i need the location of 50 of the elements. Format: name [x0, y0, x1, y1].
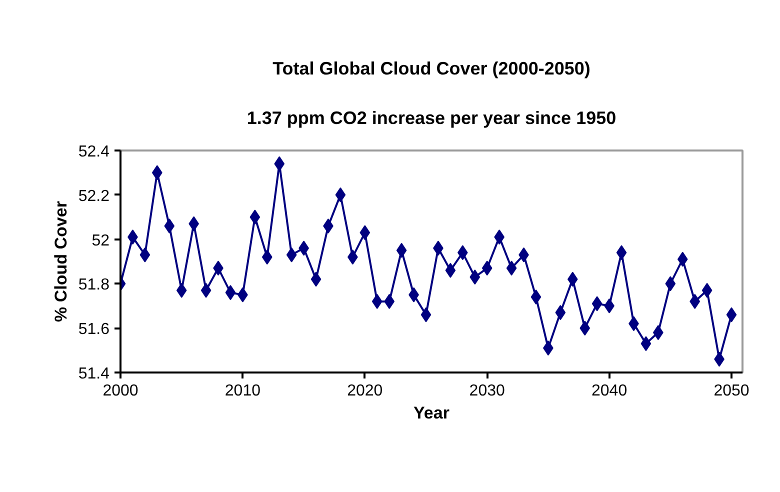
point: [702, 282, 712, 298]
point: [164, 218, 175, 234]
point: [274, 156, 285, 172]
point: [445, 262, 456, 278]
y-tick-label: 51.4: [78, 366, 110, 382]
point: [152, 165, 162, 180]
point: [262, 250, 272, 265]
x-tick-label: 2030: [469, 382, 505, 400]
x-tick-label: 2020: [347, 382, 383, 400]
point: [616, 245, 627, 260]
chart-title: Total Global Cloud Cover (2000-2050): [272, 58, 590, 78]
y-tick-label: 52.4: [78, 144, 110, 160]
point: [506, 260, 517, 276]
point: [420, 307, 432, 322]
point: [176, 282, 187, 298]
point: [530, 290, 542, 305]
point: [384, 294, 395, 309]
point: [665, 276, 676, 292]
point: [396, 242, 407, 258]
point: [567, 272, 578, 287]
point: [140, 247, 150, 262]
point: [726, 307, 737, 322]
x-tick-label: 2040: [592, 382, 628, 400]
point: [310, 272, 322, 287]
point: [360, 225, 370, 240]
point: [457, 245, 468, 260]
x-tick-label: 2050: [714, 382, 750, 400]
x-tick-label: 2010: [224, 382, 261, 400]
point: [200, 282, 212, 298]
point: [225, 285, 236, 300]
y-tick-label: 52: [92, 232, 110, 250]
y-tick-label: 51.8: [78, 276, 110, 294]
point: [677, 252, 688, 267]
point: [555, 305, 566, 320]
point: [335, 187, 346, 202]
point: [470, 270, 480, 285]
point: [482, 260, 492, 276]
x-axis-title: Year: [414, 404, 450, 422]
point: [580, 320, 590, 336]
point: [592, 296, 602, 312]
y-tick-label: 52.2: [78, 188, 110, 205]
point: [250, 210, 260, 225]
chart-subtitle: 1.37 ppm CO2 increase per year since 1950: [246, 108, 616, 128]
x-tick-label: 2000: [102, 382, 138, 400]
point: [286, 247, 297, 262]
y-tick-label: 51.6: [78, 321, 110, 338]
point: [372, 294, 382, 309]
point: [640, 336, 652, 352]
point: [690, 294, 700, 309]
y-axis-title: % Cloud Cover: [51, 200, 70, 322]
